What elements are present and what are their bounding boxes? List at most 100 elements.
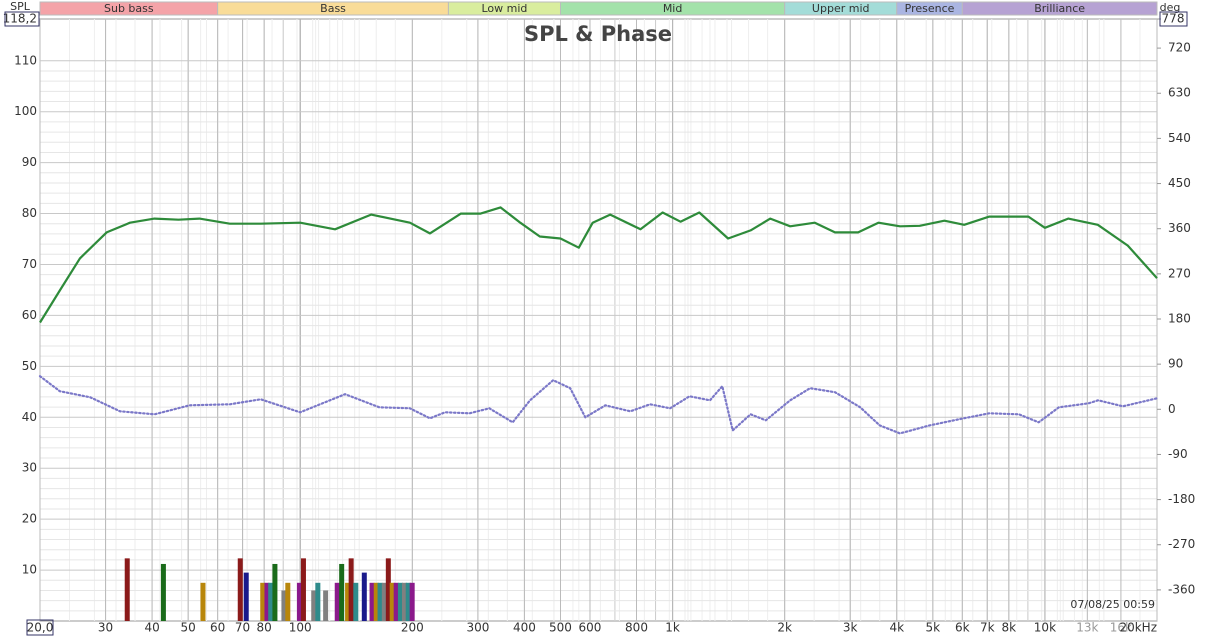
mode-bar bbox=[409, 582, 415, 621]
y2-tick-label: 0 bbox=[1168, 402, 1176, 416]
mode-bar bbox=[300, 558, 306, 621]
mode-bar bbox=[260, 582, 266, 621]
x-tick-label: 20,0 bbox=[27, 621, 54, 635]
mode-bar bbox=[285, 582, 291, 621]
x-tick-label: 60 bbox=[210, 621, 225, 635]
plot-area bbox=[39, 18, 1158, 622]
mode-bar bbox=[345, 582, 351, 621]
mode-bar bbox=[405, 582, 411, 621]
x-tick-label: 20kHz bbox=[1119, 621, 1157, 635]
tick-box bbox=[26, 619, 54, 636]
x-tick-label: 30 bbox=[98, 621, 113, 635]
x-tick-label: 10k bbox=[1034, 621, 1056, 635]
mode-bar bbox=[272, 563, 278, 621]
mode-bar bbox=[397, 582, 403, 621]
marks bbox=[38, 206, 1159, 621]
band-label: Bass bbox=[320, 2, 346, 15]
mode-bar bbox=[401, 582, 407, 621]
mode-bar bbox=[369, 582, 375, 621]
band-label: Sub bass bbox=[104, 2, 154, 15]
x-tick-label: 400 bbox=[513, 621, 536, 635]
y-tick-label: 20 bbox=[22, 512, 37, 526]
y-tick-label: 40 bbox=[22, 410, 37, 424]
mode-bar bbox=[315, 582, 321, 621]
y-tick-label: 110 bbox=[14, 53, 37, 67]
y-tick-label: 80 bbox=[22, 206, 37, 220]
mode-bar bbox=[373, 582, 379, 621]
mode-bar bbox=[334, 582, 340, 621]
y-tick-label: 118,2 bbox=[3, 12, 37, 26]
x-tick-label: 16k bbox=[1110, 621, 1132, 635]
mode-bar bbox=[323, 590, 329, 621]
mode-bar bbox=[296, 582, 302, 621]
mode-bar bbox=[237, 558, 243, 621]
x-tick-label: 300 bbox=[466, 621, 489, 635]
x-tick-label: 6k bbox=[955, 621, 970, 635]
y2-axis-label: deg bbox=[1160, 1, 1181, 14]
y2-tick-label: 540 bbox=[1168, 131, 1191, 145]
y-tick-label: 30 bbox=[22, 461, 37, 475]
mode-bar bbox=[160, 563, 166, 621]
mode-bar bbox=[353, 582, 359, 621]
y-axis-label: SPL bbox=[10, 0, 31, 13]
band bbox=[961, 1, 1158, 16]
series-line bbox=[38, 375, 1159, 435]
y2-tick-label: 360 bbox=[1168, 221, 1191, 235]
x-tick-label: 200 bbox=[401, 621, 424, 635]
chart-title: SPL & Phase bbox=[524, 22, 672, 46]
y-tick-label: 50 bbox=[22, 359, 37, 373]
y-tick-label: 70 bbox=[22, 257, 37, 271]
y2-tick-label: 720 bbox=[1168, 41, 1191, 55]
mode-bar bbox=[200, 582, 206, 621]
y2-tick-label: -270 bbox=[1168, 537, 1195, 551]
mode-bar bbox=[348, 558, 354, 621]
mode-bar bbox=[268, 582, 274, 621]
x-tick-label: 1k bbox=[665, 621, 680, 635]
mode-bar bbox=[393, 582, 399, 621]
y2-tick-label: 180 bbox=[1168, 311, 1191, 325]
x-tick-label: 600 bbox=[579, 621, 602, 635]
x-tick-label: 5k bbox=[926, 621, 941, 635]
y2-tick-label: 450 bbox=[1168, 176, 1191, 190]
y-tick-label: 100 bbox=[14, 104, 37, 118]
timestamp: 07/08/25 00:59 bbox=[1070, 598, 1155, 611]
x-tick-label: 80 bbox=[257, 621, 272, 635]
grid bbox=[39, 19, 1158, 621]
mode-bar bbox=[377, 582, 383, 621]
x-tick-label: 100 bbox=[289, 621, 312, 635]
tick-box bbox=[4, 11, 40, 27]
band-label: Mid bbox=[663, 2, 683, 15]
mode-bar bbox=[339, 563, 345, 621]
mode-bar bbox=[243, 572, 249, 621]
y2-tick-label: 90 bbox=[1168, 357, 1183, 371]
x-tick-label: 3k bbox=[843, 621, 858, 635]
band-label: Upper mid bbox=[812, 2, 870, 15]
x-tick-label: 13k bbox=[1076, 621, 1098, 635]
series-line bbox=[39, 206, 1158, 324]
band-label: Presence bbox=[905, 2, 955, 15]
mode-bar bbox=[124, 558, 130, 621]
y2-tick-label: 270 bbox=[1168, 266, 1191, 280]
mode-bar bbox=[281, 590, 287, 621]
mode-bar bbox=[385, 558, 391, 621]
mode-bar bbox=[381, 582, 387, 621]
x-tick-label: 70 bbox=[235, 621, 250, 635]
x-tick-label: 500 bbox=[549, 621, 572, 635]
mode-bar bbox=[389, 582, 395, 621]
x-tick-label: 2k bbox=[777, 621, 792, 635]
tick-box bbox=[1159, 11, 1188, 27]
x-tick-label: 4k bbox=[889, 621, 904, 635]
y2-tick-label: 778 bbox=[1162, 12, 1185, 26]
x-tick-label: 8k bbox=[1002, 621, 1017, 635]
mode-bar bbox=[361, 572, 367, 621]
y2-tick-label: -180 bbox=[1168, 492, 1195, 506]
y2-tick-label: -360 bbox=[1168, 582, 1195, 596]
band-label: Brilliance bbox=[1034, 2, 1085, 15]
y-tick-label: 90 bbox=[22, 155, 37, 169]
x-tick-label: 800 bbox=[625, 621, 648, 635]
x-tick-label: 7k bbox=[980, 621, 995, 635]
x-tick-label: 50 bbox=[181, 621, 196, 635]
y-tick-label: 10 bbox=[22, 563, 37, 577]
